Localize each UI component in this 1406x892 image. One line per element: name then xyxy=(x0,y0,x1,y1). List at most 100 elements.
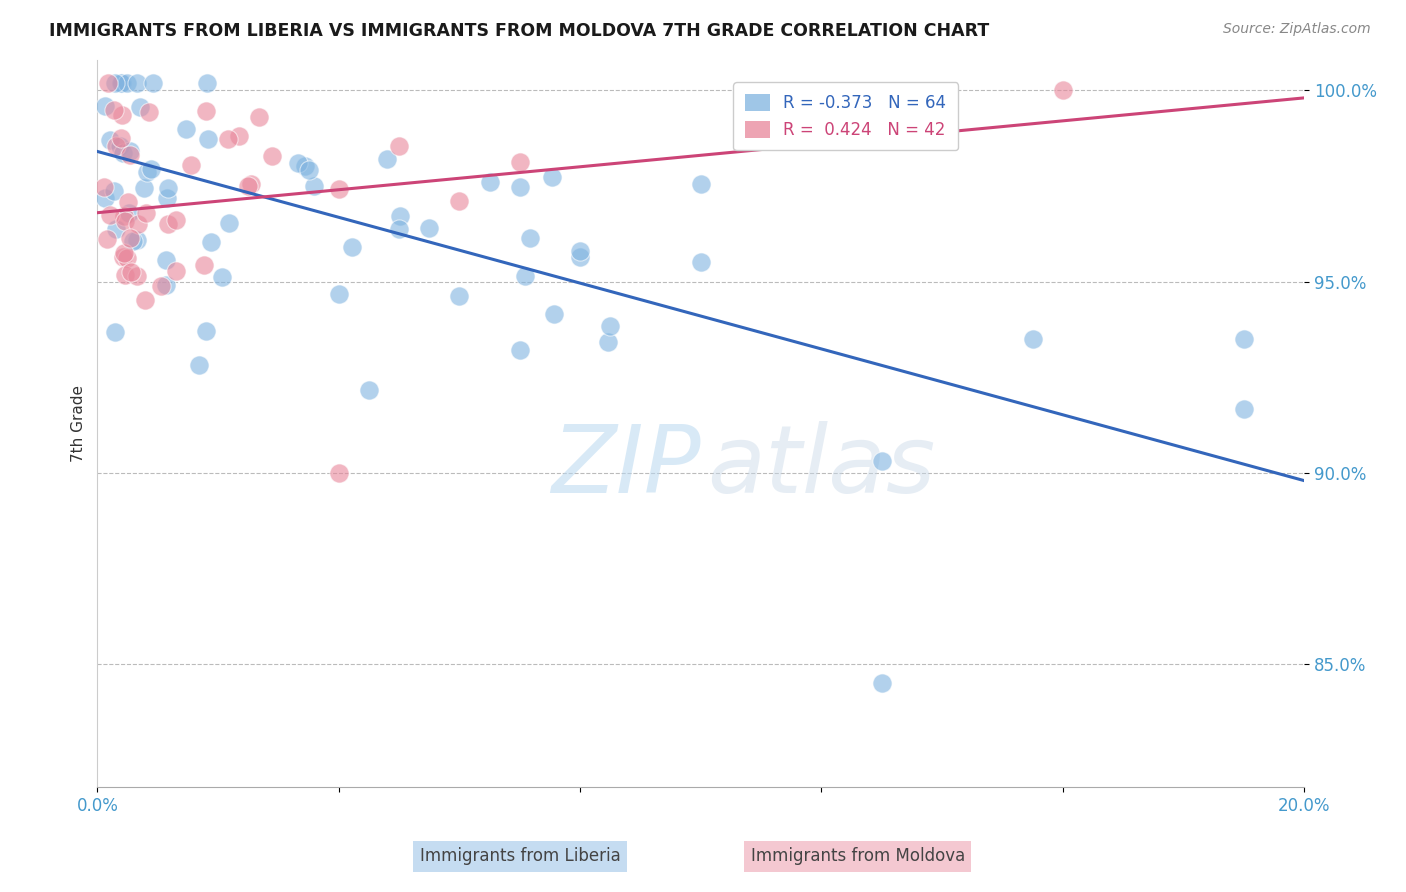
Point xyxy=(127,268,149,283)
Point xyxy=(193,258,215,272)
Point xyxy=(218,215,240,229)
Point xyxy=(418,221,440,235)
Point xyxy=(114,214,136,228)
Point xyxy=(98,208,121,222)
Point xyxy=(120,148,142,162)
Point xyxy=(449,194,471,208)
Point xyxy=(128,100,150,114)
Point xyxy=(195,324,218,338)
Point xyxy=(596,334,619,349)
Point xyxy=(117,205,139,219)
Point xyxy=(569,244,592,258)
Point xyxy=(114,268,136,282)
Point xyxy=(127,233,149,247)
Point xyxy=(287,156,309,170)
Point xyxy=(139,162,162,177)
Point xyxy=(111,250,134,264)
Point xyxy=(127,217,149,231)
Point xyxy=(211,269,233,284)
Point xyxy=(195,76,218,90)
Point xyxy=(155,252,177,267)
Y-axis label: 7th Grade: 7th Grade xyxy=(72,384,86,462)
Point xyxy=(388,210,411,224)
Point xyxy=(388,139,411,153)
Point xyxy=(294,159,316,173)
Point xyxy=(105,221,128,235)
Point xyxy=(1052,83,1074,97)
Point xyxy=(1021,332,1043,346)
Point xyxy=(132,181,155,195)
Point xyxy=(111,146,134,161)
Point xyxy=(120,264,142,278)
Point xyxy=(297,163,319,178)
Point xyxy=(149,279,172,293)
Point xyxy=(543,307,565,321)
Point xyxy=(328,182,350,196)
Point xyxy=(156,217,179,231)
Point xyxy=(134,293,156,307)
Point xyxy=(105,139,128,153)
Text: IMMIGRANTS FROM LIBERIA VS IMMIGRANTS FROM MOLDOVA 7TH GRADE CORRELATION CHART: IMMIGRANTS FROM LIBERIA VS IMMIGRANTS FR… xyxy=(49,22,990,40)
Text: atlas: atlas xyxy=(707,421,935,512)
Point xyxy=(94,191,117,205)
Legend: R = -0.373   N = 64, R =  0.424   N = 42: R = -0.373 N = 64, R = 0.424 N = 42 xyxy=(734,82,957,151)
Point xyxy=(103,103,125,117)
Point xyxy=(197,131,219,145)
Point xyxy=(165,263,187,277)
Point xyxy=(238,178,260,193)
Point xyxy=(93,180,115,194)
Point xyxy=(509,343,531,358)
Point xyxy=(125,76,148,90)
Point xyxy=(135,165,157,179)
Point xyxy=(513,269,536,284)
Point xyxy=(188,358,211,372)
Point xyxy=(98,133,121,147)
Point xyxy=(165,212,187,227)
Point xyxy=(304,179,326,194)
Point xyxy=(115,251,138,265)
Point xyxy=(509,154,531,169)
Point xyxy=(217,132,239,146)
Point xyxy=(112,246,135,260)
Point xyxy=(870,454,893,468)
Text: Immigrants from Liberia: Immigrants from Liberia xyxy=(420,847,620,865)
Point xyxy=(120,144,142,158)
Point xyxy=(228,129,250,144)
Point xyxy=(194,103,217,118)
Point xyxy=(240,177,263,191)
Point xyxy=(260,149,283,163)
Text: Source: ZipAtlas.com: Source: ZipAtlas.com xyxy=(1223,22,1371,37)
Point xyxy=(111,108,134,122)
Point xyxy=(112,209,135,223)
Point xyxy=(599,319,621,334)
Point xyxy=(97,76,120,90)
Point xyxy=(108,139,131,153)
Point xyxy=(689,177,711,191)
Point xyxy=(247,110,270,124)
Point xyxy=(1233,332,1256,346)
Point xyxy=(174,122,197,136)
Point xyxy=(328,466,350,480)
Text: Immigrants from Moldova: Immigrants from Moldova xyxy=(751,847,965,865)
Point xyxy=(111,76,134,90)
Point xyxy=(519,231,541,245)
Point xyxy=(110,76,132,90)
Point xyxy=(478,175,501,189)
Point xyxy=(156,191,179,205)
Point xyxy=(509,180,531,194)
Point xyxy=(200,235,222,249)
Point xyxy=(94,99,117,113)
Point xyxy=(135,205,157,219)
Point xyxy=(388,222,411,236)
Point xyxy=(569,250,592,264)
Point xyxy=(103,184,125,198)
Point xyxy=(340,240,363,254)
Point xyxy=(117,195,139,210)
Point xyxy=(689,255,711,269)
Point xyxy=(377,152,399,166)
Point xyxy=(328,286,350,301)
Point xyxy=(156,181,179,195)
Point xyxy=(142,76,165,90)
Point xyxy=(115,76,138,90)
Point xyxy=(180,158,202,172)
